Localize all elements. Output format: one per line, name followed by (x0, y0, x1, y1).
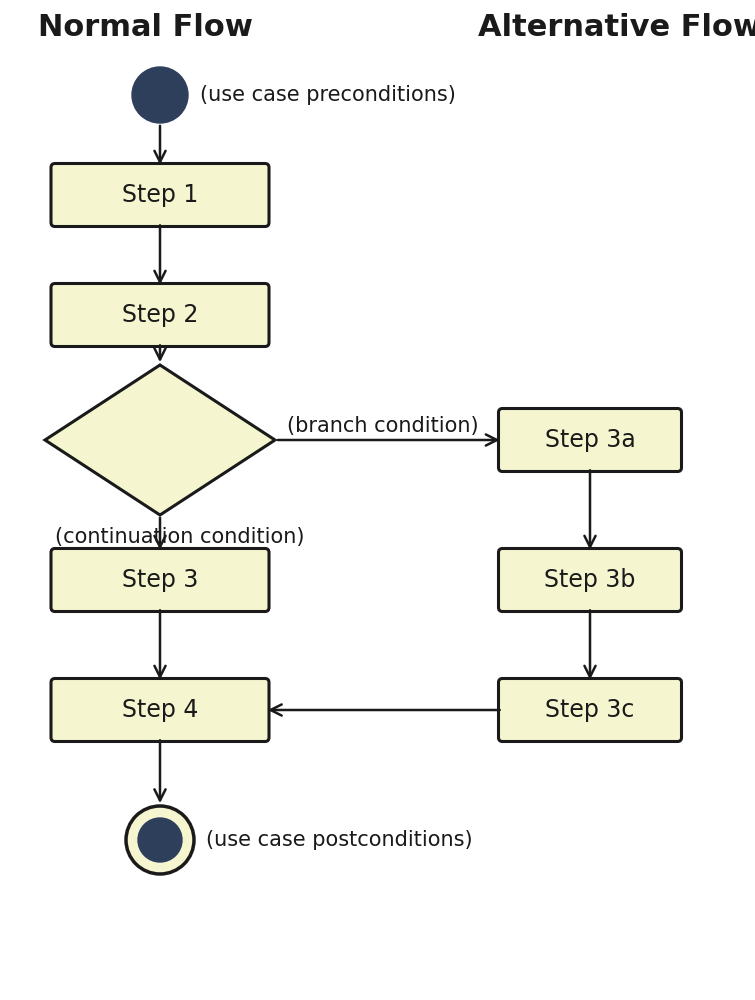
Text: Step 4: Step 4 (122, 698, 198, 722)
Text: (branch condition): (branch condition) (287, 416, 479, 436)
Text: Normal Flow: Normal Flow (38, 13, 252, 42)
FancyBboxPatch shape (51, 548, 269, 611)
FancyBboxPatch shape (51, 163, 269, 227)
Text: Step 3: Step 3 (122, 568, 198, 592)
Text: Alternative Flow: Alternative Flow (479, 13, 755, 42)
FancyBboxPatch shape (498, 678, 682, 742)
FancyBboxPatch shape (498, 548, 682, 611)
Text: Step 3b: Step 3b (544, 568, 636, 592)
Text: (continuation condition): (continuation condition) (55, 527, 304, 547)
Circle shape (138, 818, 182, 862)
Circle shape (132, 67, 188, 123)
Text: Step 2: Step 2 (122, 303, 198, 327)
Polygon shape (45, 365, 275, 515)
Text: (use case preconditions): (use case preconditions) (200, 85, 456, 105)
Circle shape (126, 806, 194, 874)
Text: (use case postconditions): (use case postconditions) (206, 830, 473, 850)
FancyBboxPatch shape (498, 408, 682, 472)
Text: Step 3a: Step 3a (544, 428, 636, 452)
Text: Step 3c: Step 3c (545, 698, 635, 722)
FancyBboxPatch shape (51, 284, 269, 347)
Text: Step 1: Step 1 (122, 183, 198, 207)
FancyBboxPatch shape (51, 678, 269, 742)
